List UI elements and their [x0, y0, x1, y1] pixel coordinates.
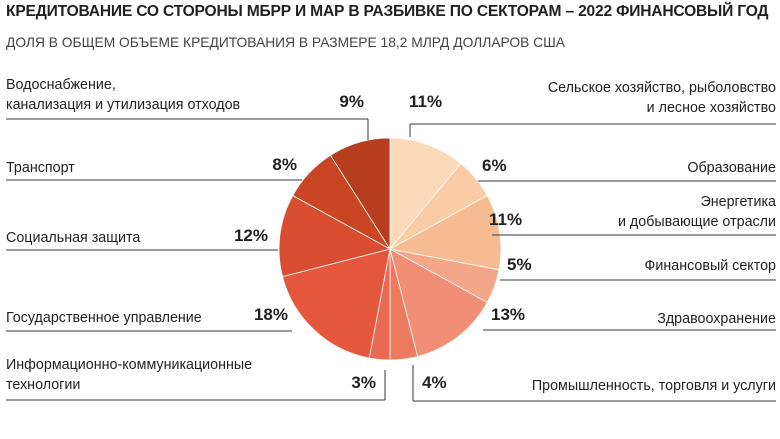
- slice-label: Энергетика: [700, 194, 776, 210]
- slice-label: и лесное хозяйство: [647, 100, 776, 116]
- slice-value-label: 3%: [351, 373, 376, 392]
- slice-value-label: 18%: [254, 305, 288, 324]
- slice-value-label: 5%: [507, 255, 532, 274]
- slice-value-label: 12%: [234, 226, 268, 245]
- slice-value-label: 6%: [482, 156, 507, 175]
- slice-label: Промышленность, торговля и услуги: [532, 378, 776, 394]
- pie-slice: [389, 137, 462, 251]
- slice-value-label: 11%: [409, 92, 442, 111]
- chart-subtitle: ДОЛЯ В ОБЩЕМ ОБЪЕМЕ КРЕДИТОВАНИЯ В РАЗМЕ…: [6, 35, 565, 50]
- slice-label: Транспорт: [6, 160, 75, 176]
- slice-label: Здравоохранение: [657, 311, 776, 327]
- slice-label: технологии: [6, 377, 80, 393]
- slice-label: канализация и утилизация отходов: [6, 97, 240, 113]
- slice-label: Финансовый сектор: [645, 258, 777, 274]
- slice-label: Образование: [687, 160, 776, 176]
- slice-label: Государственное управление: [6, 310, 202, 326]
- slice-value-label: 9%: [339, 92, 364, 111]
- slice-label: Информационно-коммуникационные: [6, 357, 252, 373]
- chart-title: КРЕДИТОВАНИЕ СО СТОРОНЫ МБРР И МАР В РАЗ…: [6, 3, 769, 20]
- slice-value-label: 8%: [272, 155, 297, 174]
- pie-slice: [389, 248, 488, 357]
- slice-label: Водоснабжение,: [6, 77, 116, 93]
- slice-value-label: 11%: [489, 210, 522, 229]
- slice-value-label: 4%: [422, 373, 447, 392]
- pie-slice: [278, 194, 392, 278]
- slice-value-label: 13%: [491, 305, 525, 324]
- slice-label: Социальная защита: [6, 230, 140, 246]
- pie-slice: [388, 194, 502, 271]
- slice-label: и добывающие отрасли: [618, 214, 776, 230]
- pie-slice: [329, 137, 391, 251]
- pie-slice: [282, 248, 391, 359]
- slice-label: Сельское хозяйство, рыболовство: [548, 80, 776, 96]
